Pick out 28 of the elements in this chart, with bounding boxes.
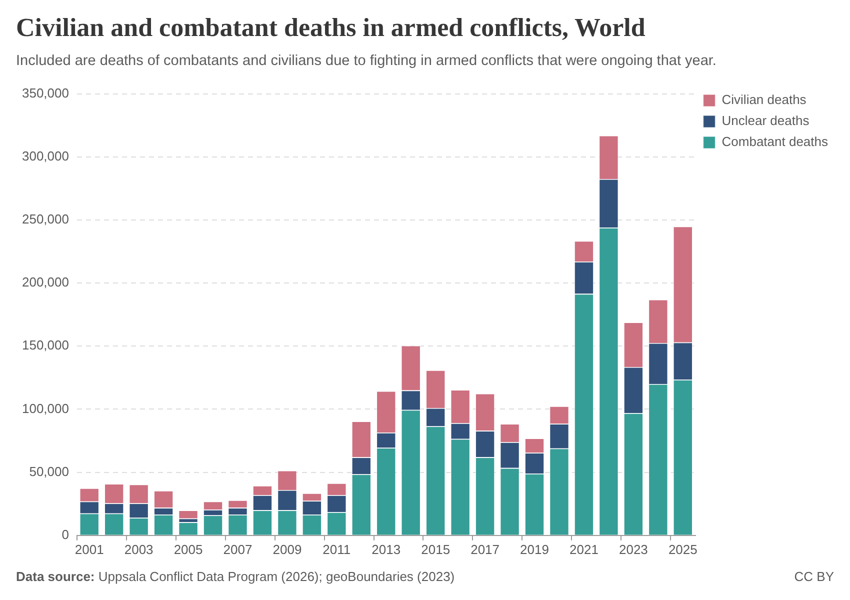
chart-title: Civilian and combatant deaths in armed conflicts, World: [16, 12, 646, 44]
x-tick-label: 2003: [124, 542, 154, 557]
x-tick-label: 2021: [570, 542, 598, 557]
x-tick-label: 2005: [174, 542, 203, 557]
y-tick-label: 50,000: [29, 464, 69, 479]
x-tick-label: 2019: [520, 542, 549, 557]
y-tick-label: 300,000: [22, 148, 69, 164]
x-tick-label: 2009: [272, 542, 302, 557]
y-tick-label: 100,000: [22, 400, 69, 416]
legend-label: Unclear deaths: [722, 113, 810, 128]
x-tick-label: 2007: [223, 542, 252, 557]
y-tick-label: 200,000: [22, 274, 69, 290]
y-tick-label: 0: [62, 526, 69, 542]
x-tick-label: 2017: [470, 542, 500, 557]
x-tick-label: 2013: [372, 542, 401, 557]
text: CC BY: [794, 569, 834, 584]
x-tick-label: 2001: [74, 542, 104, 557]
x-tick-label: 2025: [668, 542, 698, 557]
y-tick-label: 350,000: [22, 85, 69, 100]
chart-subtitle: Included are deaths of combatants and civilians due to fighting in armed conflicts that were ongoing that year.: [16, 52, 716, 71]
x-tick-label: 2011: [322, 542, 351, 557]
y-tick-label: 150,000: [22, 338, 69, 353]
legend-label: Civilian deaths: [722, 92, 807, 108]
y-tick-label: 250,000: [22, 212, 69, 227]
source-note: Data source: Uppsala Conflict Data Program (2026); geoBoundaries (2023): [16, 569, 455, 584]
x-tick-label: 2015: [421, 542, 450, 557]
x-tick-label: 2023: [618, 542, 648, 557]
legend-label: Combatant deaths: [722, 134, 828, 150]
